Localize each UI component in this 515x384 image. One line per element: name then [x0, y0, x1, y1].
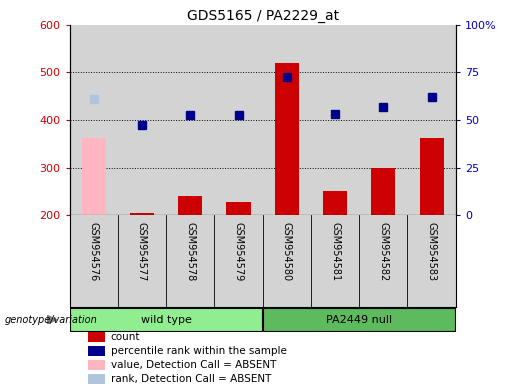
- Bar: [88, 360, 105, 370]
- Bar: [227, 202, 251, 215]
- FancyBboxPatch shape: [70, 308, 262, 331]
- Text: GSM954582: GSM954582: [379, 222, 388, 281]
- Text: count: count: [111, 332, 140, 342]
- Text: GSM954583: GSM954583: [426, 222, 437, 281]
- Bar: [371, 167, 396, 215]
- Bar: [88, 374, 105, 384]
- Bar: [130, 213, 154, 215]
- Text: percentile rank within the sample: percentile rank within the sample: [111, 346, 287, 356]
- Bar: [323, 191, 347, 215]
- Text: wild type: wild type: [141, 314, 192, 325]
- Text: GSM954581: GSM954581: [330, 222, 340, 281]
- Bar: [178, 196, 202, 215]
- Bar: [81, 138, 106, 215]
- Text: GSM954577: GSM954577: [137, 222, 147, 282]
- Text: GSM954579: GSM954579: [233, 222, 244, 281]
- Text: PA2449 null: PA2449 null: [326, 314, 392, 325]
- Text: GSM954580: GSM954580: [282, 222, 292, 281]
- Text: GSM954578: GSM954578: [185, 222, 195, 281]
- Bar: [88, 346, 105, 356]
- Bar: [88, 332, 105, 342]
- Text: value, Detection Call = ABSENT: value, Detection Call = ABSENT: [111, 360, 276, 370]
- FancyBboxPatch shape: [263, 308, 455, 331]
- Text: rank, Detection Call = ABSENT: rank, Detection Call = ABSENT: [111, 374, 271, 384]
- Title: GDS5165 / PA2229_at: GDS5165 / PA2229_at: [186, 8, 339, 23]
- Text: genotype/variation: genotype/variation: [5, 314, 98, 325]
- Text: GSM954576: GSM954576: [89, 222, 99, 281]
- Bar: [420, 138, 444, 215]
- Bar: [274, 63, 299, 215]
- Polygon shape: [47, 316, 57, 324]
